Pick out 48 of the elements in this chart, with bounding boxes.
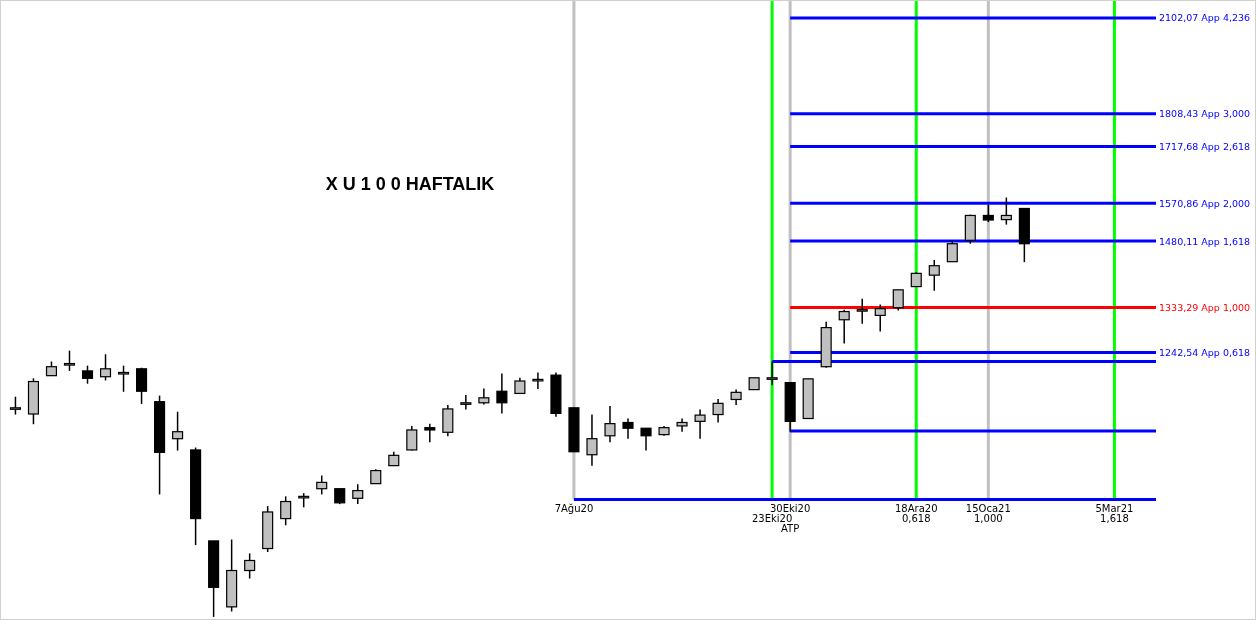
x-tick-label: 30Eki20 bbox=[769, 502, 811, 514]
candlestick bbox=[640, 427, 652, 452]
candlestick bbox=[856, 297, 868, 325]
candlestick bbox=[622, 417, 634, 440]
candlestick bbox=[496, 372, 508, 415]
candlestick bbox=[136, 366, 148, 405]
text: X U 1 0 0 HAFTALIK bbox=[325, 174, 495, 194]
x-tick-label: 7Ağu20 bbox=[554, 502, 594, 514]
candlestick bbox=[1000, 196, 1012, 226]
candlestick bbox=[406, 425, 418, 452]
candlestick bbox=[586, 413, 598, 467]
candlestick bbox=[81, 364, 94, 385]
candlestick bbox=[874, 303, 886, 333]
ref-line-label: ATP bbox=[781, 522, 800, 534]
ref-line-label: 1,618 bbox=[1100, 512, 1129, 524]
candlestick bbox=[766, 360, 778, 387]
candlestick bbox=[928, 259, 940, 292]
ref-line-label: 23Eki20 bbox=[751, 512, 793, 524]
ref-line-label: 1,000 bbox=[974, 512, 1003, 524]
candlestick bbox=[442, 404, 454, 438]
candlestick bbox=[424, 422, 436, 443]
ref-line-label: 1570,86 App 2,000 bbox=[1159, 197, 1251, 209]
candlestick bbox=[838, 308, 850, 345]
ref-line-label: 1480,11 App 1,618 bbox=[1159, 235, 1251, 247]
candlestick bbox=[99, 353, 112, 382]
candlestick bbox=[946, 239, 958, 263]
candlestick bbox=[63, 349, 76, 372]
candlestick bbox=[316, 474, 328, 496]
candlestick bbox=[604, 405, 616, 443]
ref-line-label: 0,618 bbox=[901, 512, 931, 524]
candlestick bbox=[460, 394, 472, 411]
x-tick-label: 18Ara20 bbox=[895, 502, 938, 514]
ref-line-label: 1242,54 App 0,618 bbox=[1159, 346, 1251, 358]
x-tick-label: 15Oca21 bbox=[965, 502, 1011, 514]
ref-line-label: 2102,07 App 4,236 bbox=[1159, 12, 1251, 24]
candlestick bbox=[712, 398, 724, 424]
candlestick bbox=[280, 495, 292, 527]
ref-line-label: 1717,68 App 2,618 bbox=[1159, 140, 1251, 152]
candlestick bbox=[244, 552, 256, 580]
x-tick-label: 5Mar21 bbox=[1095, 502, 1134, 514]
candlestick bbox=[172, 410, 184, 452]
candlestick bbox=[352, 483, 364, 505]
candlestick bbox=[532, 371, 544, 390]
candlestick bbox=[117, 364, 130, 393]
candlestick bbox=[892, 289, 904, 312]
candlestick bbox=[694, 408, 706, 440]
ref-line-label: 1333,29 App 1,000 bbox=[1159, 302, 1251, 314]
ref-line-label: 1808,43 App 3,000 bbox=[1159, 108, 1251, 120]
